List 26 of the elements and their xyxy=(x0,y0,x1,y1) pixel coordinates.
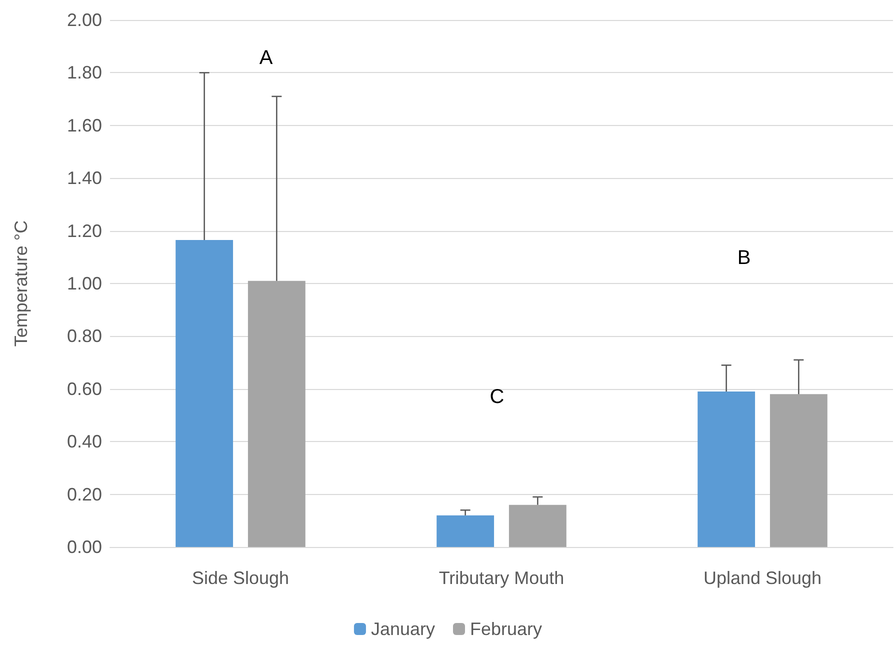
annotation: B xyxy=(737,247,751,269)
annotation: C xyxy=(490,386,504,408)
y-tick-label: 1.20 xyxy=(66,220,102,241)
x-tick-label: Side Slough xyxy=(192,568,290,588)
y-axis-title: Temperature °C xyxy=(11,220,31,347)
y-tick-label: 0.60 xyxy=(66,378,102,399)
bar xyxy=(176,240,234,547)
bar xyxy=(770,394,828,547)
y-tick-label: 1.80 xyxy=(66,62,102,83)
x-tick-label: Tributary Mouth xyxy=(438,568,564,588)
y-tick-label: 0.40 xyxy=(66,432,102,452)
legend-label: February xyxy=(470,619,542,639)
bar xyxy=(698,392,756,547)
y-tick-label: 1.60 xyxy=(66,115,102,136)
annotation: A xyxy=(259,47,274,69)
legend-label: January xyxy=(370,619,436,639)
bar xyxy=(248,280,306,547)
bar xyxy=(436,515,494,547)
y-tick-label: 1.40 xyxy=(66,168,102,188)
y-tick-label: 2.00 xyxy=(66,10,102,30)
bar xyxy=(508,504,566,547)
y-tick-label: 0.00 xyxy=(66,537,102,557)
y-tick-label: 0.80 xyxy=(66,326,102,346)
y-tick-label: 0.20 xyxy=(66,484,102,504)
y-tick-label: 1.00 xyxy=(66,274,102,294)
x-tick-label: Upland Slough xyxy=(703,568,822,588)
